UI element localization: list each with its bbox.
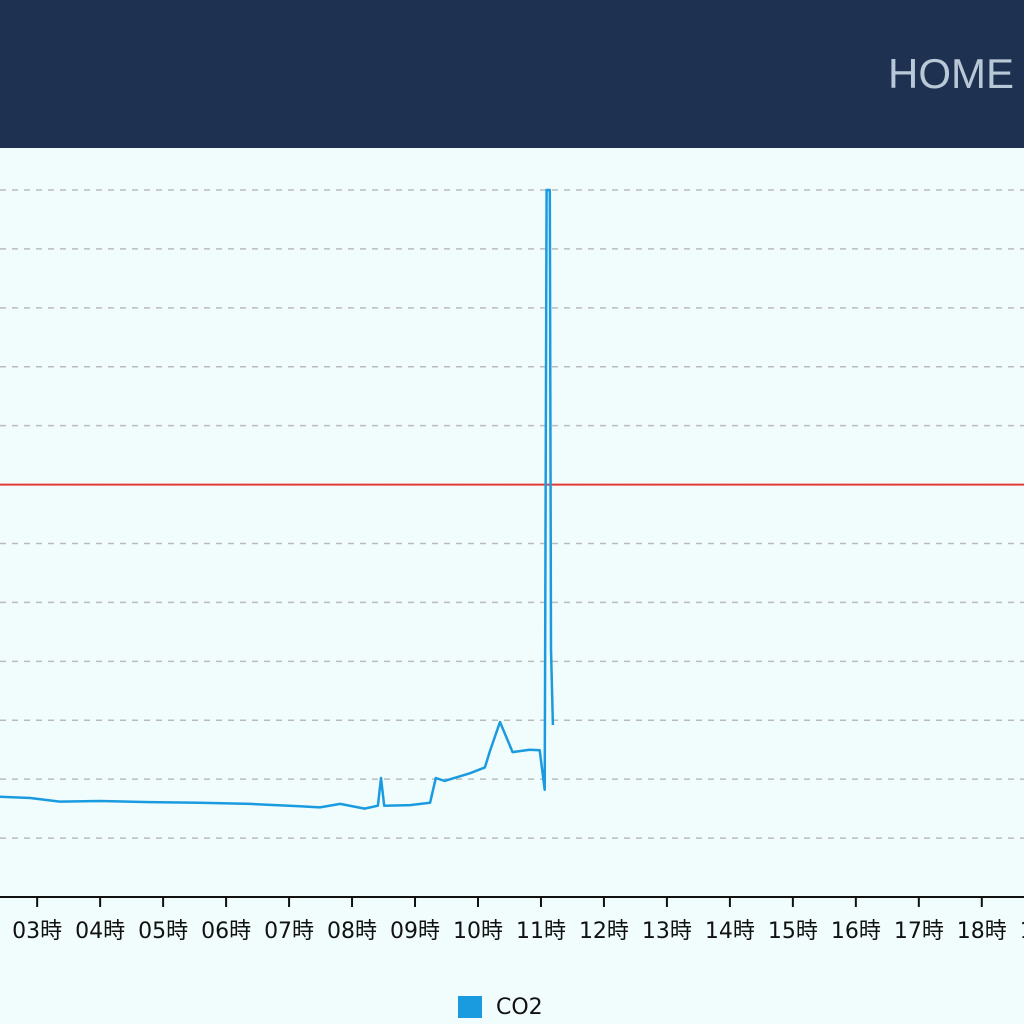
x-tick-label: 09時	[390, 919, 440, 944]
legend-label: CO2	[496, 995, 543, 1020]
x-tick-label: 04時	[75, 919, 125, 944]
x-tick-label: 16時	[831, 919, 881, 944]
x-tick-label: 17時	[894, 919, 944, 944]
x-tick-label: 05時	[138, 919, 188, 944]
x-tick-label: 06時	[201, 919, 251, 944]
series-line	[0, 188, 555, 810]
x-tick-label: 18時	[957, 919, 1007, 944]
x-tick-label: 15時	[768, 919, 818, 944]
x-tick-label: 03時	[12, 919, 62, 944]
x-tick-label: 12時	[579, 919, 629, 944]
x-tick-label: 19時	[1020, 919, 1024, 944]
legend-swatch	[458, 996, 482, 1018]
x-tick-label: 14時	[705, 919, 755, 944]
x-tick-label: 08時	[327, 919, 377, 944]
x-tick-label: 11時	[516, 919, 566, 944]
header-bar: HOME	[0, 0, 1024, 148]
nav-home[interactable]: HOME	[888, 50, 1014, 97]
x-tick-label: 07時	[264, 919, 314, 944]
x-tick-label: 10時	[453, 919, 503, 944]
x-tick-label: 13時	[642, 919, 692, 944]
